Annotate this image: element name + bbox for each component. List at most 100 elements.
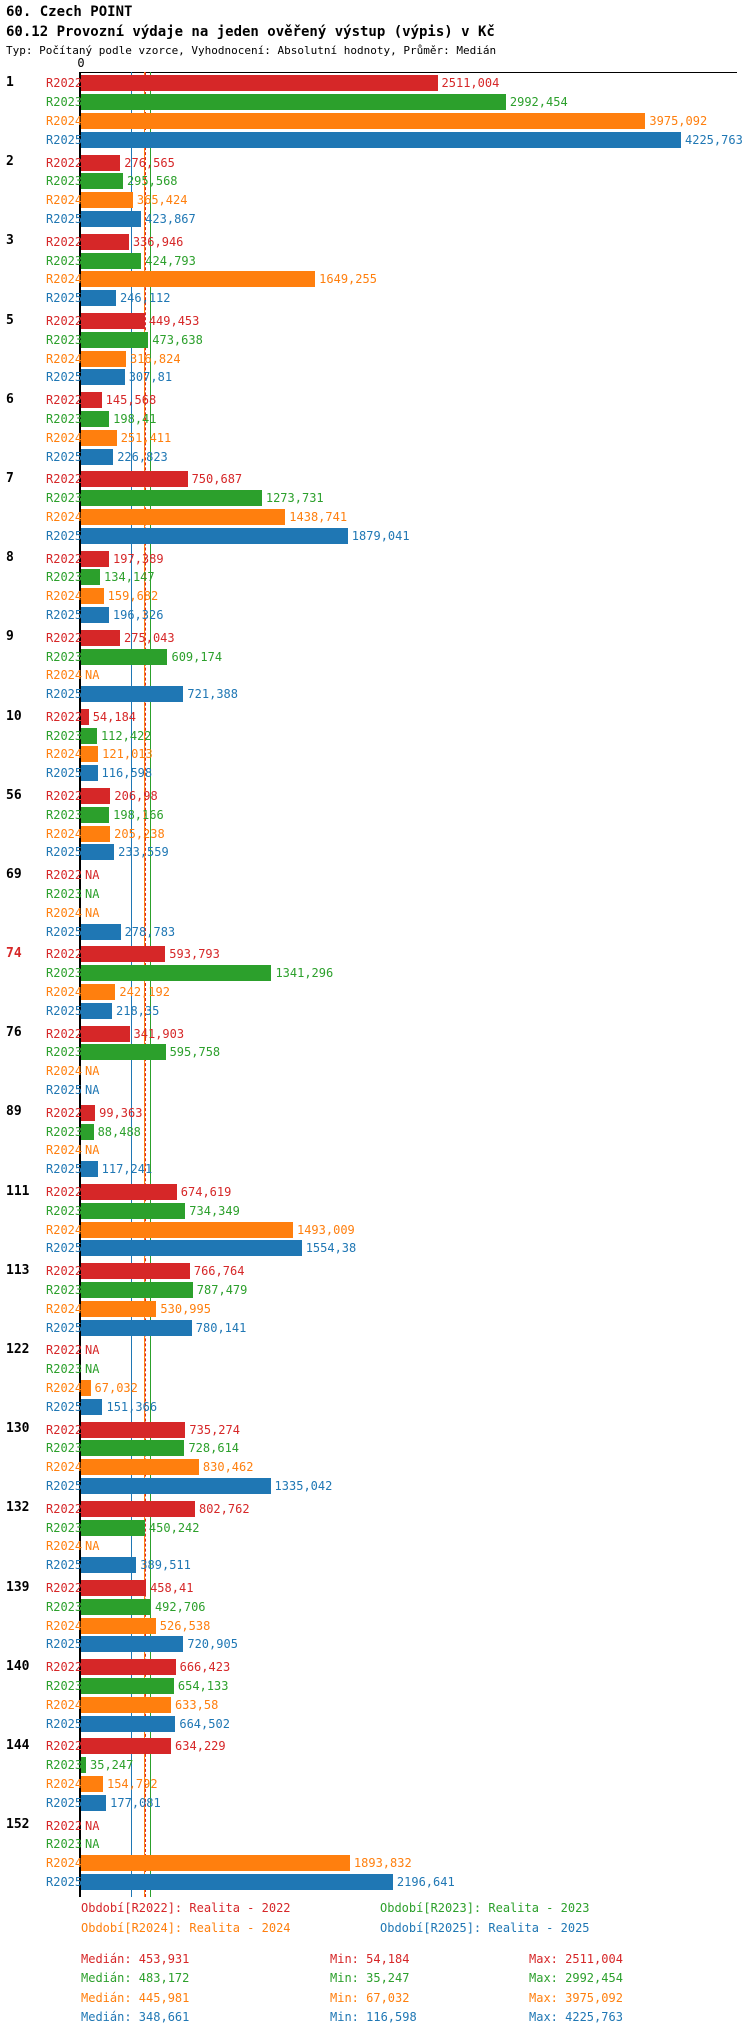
bar xyxy=(81,1557,137,1574)
bar xyxy=(81,1319,192,1336)
series-label: R2023 xyxy=(46,491,83,506)
bar-row: R2024 1493,009 xyxy=(35,1220,750,1239)
bar-row: R2025 664,502 xyxy=(35,1714,750,1733)
series-label: R2024 xyxy=(46,668,83,683)
series-label: R2023 xyxy=(46,1045,83,1060)
bar-row: R2022 99,363 xyxy=(35,1103,750,1122)
bar-group: 139 R2022 458,41 R2023 492,706 R2024 526,538 R2… xyxy=(0,1579,750,1654)
bar-group: 74 R2022 593,793 R2023 1341,296 R2024 242,192 R… xyxy=(0,945,750,1020)
value-label: 251,411 xyxy=(120,430,172,445)
value-label: 721,388 xyxy=(187,687,238,702)
value-label: 450,242 xyxy=(148,1520,200,1535)
bar-row: R2025 218,35 xyxy=(35,1001,750,1020)
group-id-label: 111 xyxy=(6,1183,30,1199)
na-label: NA xyxy=(85,1143,100,1158)
value-label: 449,453 xyxy=(148,313,200,328)
bar-row: R2025 NA xyxy=(35,1081,750,1100)
bar xyxy=(81,1500,195,1517)
value-label: 728,614 xyxy=(188,1441,240,1456)
series-label: R2022 xyxy=(46,789,83,804)
bar-row: R2024 251,411 xyxy=(35,428,750,447)
bar-row: R2024 1438,741 xyxy=(35,508,750,527)
value-label: 2511,004 xyxy=(441,76,500,91)
legend-item: Období[R2025]: Realita - 2025 xyxy=(380,1921,590,1935)
bar xyxy=(81,1263,190,1280)
value-label: 2992,454 xyxy=(509,95,568,110)
series-label: R2024 xyxy=(46,1856,83,1871)
group-id-label: 9 xyxy=(6,629,14,645)
series-label: R2023 xyxy=(46,1758,83,1773)
series-label: R2025 xyxy=(46,1716,83,1731)
bar-group: 10 R2022 54,184 R2023 112,422 R2024 121,013 R20… xyxy=(0,708,750,783)
bar xyxy=(81,686,184,703)
series-label: R2023 xyxy=(46,1837,83,1852)
value-label: 633,58 xyxy=(174,1697,219,1712)
bar-row: R2024 3975,092 xyxy=(35,112,750,131)
series-label: R2022 xyxy=(46,1501,83,1516)
bar-row: R2023 112,422 xyxy=(35,726,750,745)
series-label: R2023 xyxy=(46,411,83,426)
group-id-label: 6 xyxy=(6,391,14,407)
series-label: R2022 xyxy=(46,1660,83,1675)
series-label: R2025 xyxy=(46,924,83,939)
bar-row: R2025 1554,38 xyxy=(35,1239,750,1258)
value-label: 664,502 xyxy=(179,1716,230,1731)
bar xyxy=(81,965,272,982)
series-label: R2025 xyxy=(46,291,83,306)
bar xyxy=(81,1379,91,1396)
bar-row: R2022 666,423 xyxy=(35,1658,750,1677)
bar xyxy=(81,1598,151,1615)
series-label: R2022 xyxy=(46,1026,83,1041)
value-label: 99,363 xyxy=(99,1105,143,1120)
series-label: R2022 xyxy=(46,709,83,724)
bar-row: R2025 246,112 xyxy=(35,289,750,308)
value-label: 780,141 xyxy=(195,1320,247,1335)
stat-median: Medián: 348,661 xyxy=(81,2010,190,2025)
value-label: 151,366 xyxy=(106,1399,158,1414)
series-label: R2023 xyxy=(46,887,83,902)
value-label: 593,793 xyxy=(169,947,220,962)
bar-group: 132 R2022 802,762 R2023 450,242 R2024 NA R2025 3… xyxy=(0,1499,750,1574)
bar-row: R2024 365,424 xyxy=(35,191,750,210)
bar-chart: 0 1 R2022 2511,004 R2023 2992,454 R2024 3975,0… xyxy=(0,56,750,1897)
series-label: R2024 xyxy=(46,1222,83,1237)
value-label: 242,192 xyxy=(119,985,170,1000)
bar xyxy=(81,252,142,269)
group-id-label: 132 xyxy=(6,1500,30,1516)
bar-row: R2023 35,247 xyxy=(35,1756,750,1775)
stat-min: Min: 67,032 xyxy=(330,1990,410,2005)
series-label: R2023 xyxy=(46,649,83,664)
legend-item: Období[R2023]: Realita - 2023 xyxy=(380,1901,590,1915)
bar-row: R2025 177,081 xyxy=(35,1793,750,1812)
bar-row: R2023 609,174 xyxy=(35,647,750,666)
bar xyxy=(81,1617,156,1634)
bar xyxy=(81,290,116,307)
bar xyxy=(81,1123,94,1140)
bar-group: 6 R2022 145,568 R2023 198,41 R2024 251,411 R202… xyxy=(0,391,750,466)
bar-row: R2022 802,762 xyxy=(35,1499,750,1518)
bar xyxy=(81,94,506,111)
stat-median: Medián: 483,172 xyxy=(81,1971,190,1986)
bar-row: R2023 88,488 xyxy=(35,1122,750,1141)
bar-row: R2025 151,366 xyxy=(35,1397,750,1416)
na-label: NA xyxy=(85,1837,100,1852)
series-label: R2024 xyxy=(46,905,83,920)
bar-row: R2022 766,764 xyxy=(35,1262,750,1281)
bar-row: R2022 735,274 xyxy=(35,1420,750,1439)
value-label: 276,565 xyxy=(124,155,175,170)
series-label: R2022 xyxy=(46,313,83,328)
series-label: R2022 xyxy=(46,630,83,645)
bar-row: R2024 NA xyxy=(35,1141,750,1160)
bar-group: 113 R2022 766,764 R2023 787,479 R2024 530,995 R… xyxy=(0,1262,750,1337)
bar-row: R2023 1273,731 xyxy=(35,489,750,508)
chart-header: 60. Czech POINT 60.12 Provozní výdaje na… xyxy=(6,3,496,58)
bar-row: R2024 633,58 xyxy=(35,1695,750,1714)
value-label: 802,762 xyxy=(198,1501,250,1516)
bar xyxy=(81,788,111,805)
bar xyxy=(81,629,121,646)
bar xyxy=(81,508,286,525)
page-title: 60. Czech POINT xyxy=(6,4,133,20)
series-label: R2025 xyxy=(46,1241,83,1256)
bar xyxy=(81,1240,302,1257)
bar xyxy=(81,1855,350,1872)
